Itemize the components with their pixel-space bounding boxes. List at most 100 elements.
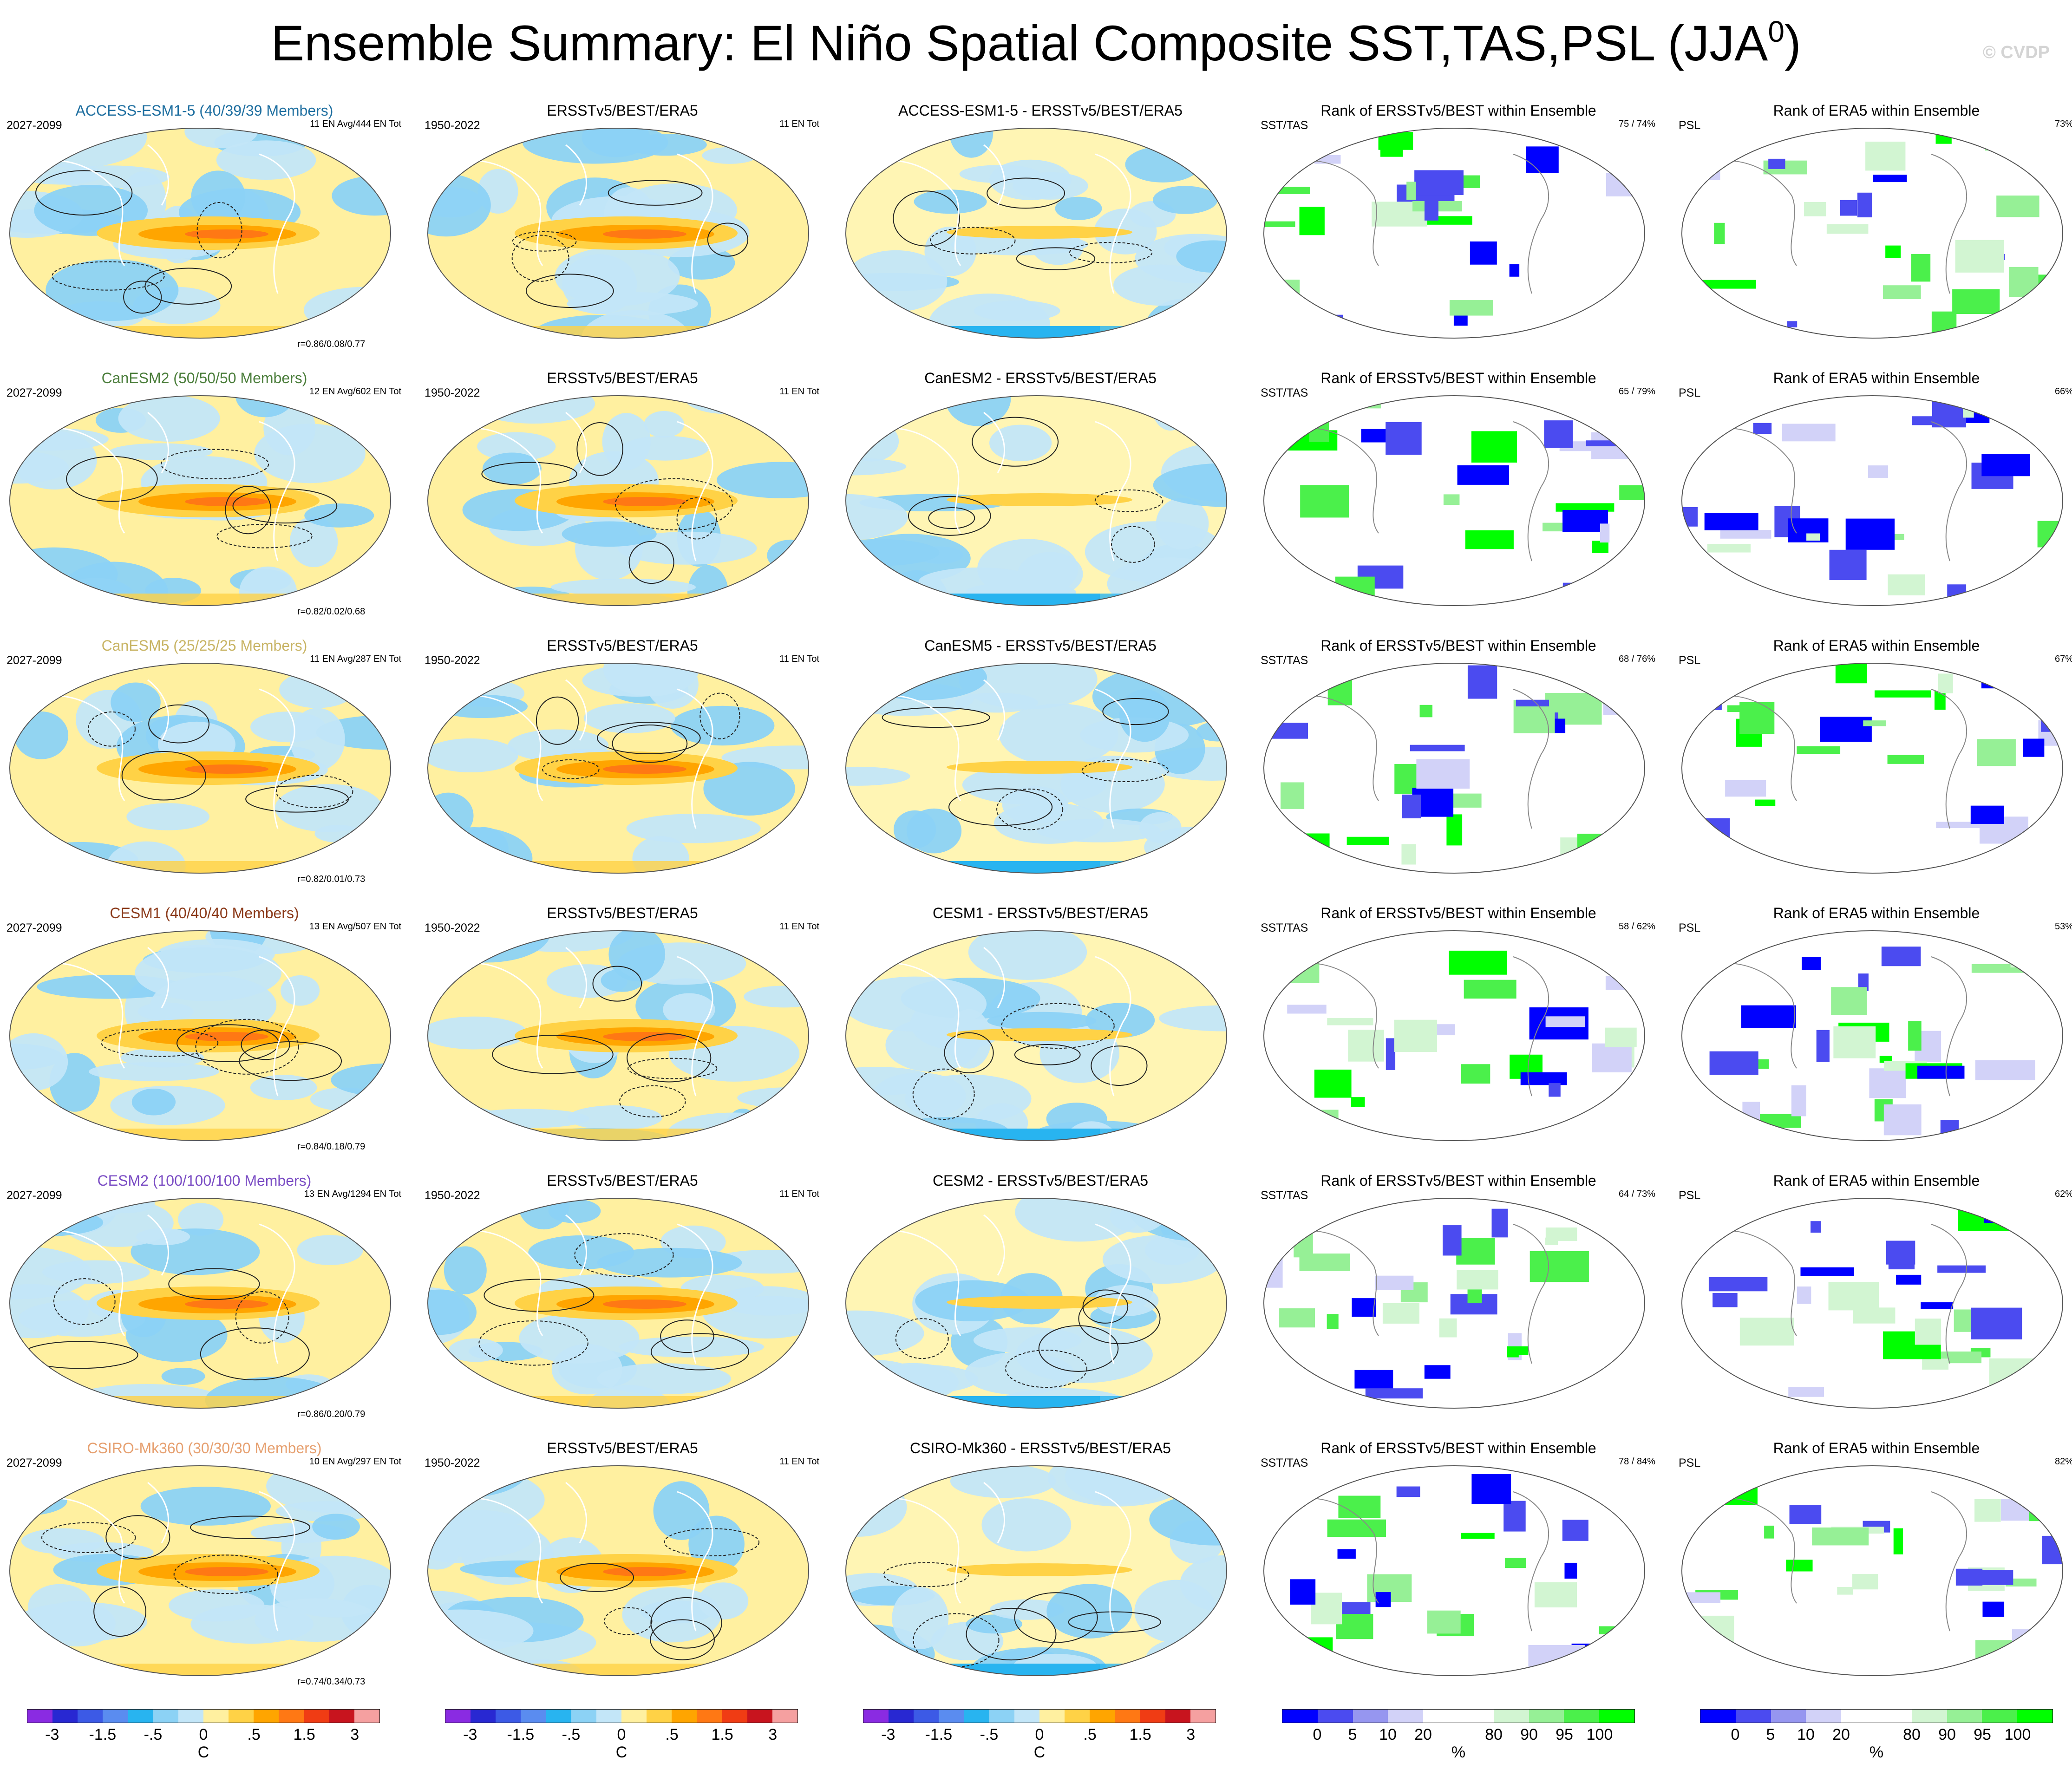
- title-text: Ensemble Summary: El Niño Spatial Compos…: [271, 15, 1768, 71]
- rank-psl-panel-left-label: PSL: [1679, 921, 1701, 934]
- obs-panel-right-label: 11 EN Tot: [779, 1189, 819, 1199]
- rank-psl-panel: Rank of ERA5 within Ensemble PSL 66%: [1672, 360, 2072, 628]
- obs-panel: ERSSTv5/BEST/ERA5 1950-2022 11 EN Tot: [418, 360, 827, 628]
- colorbar-swatch: [571, 1710, 596, 1723]
- rank-psl-panel-right-label: 73%: [2054, 119, 2072, 129]
- colorbar-unit: C: [197, 1743, 209, 1761]
- colorbar-swatch: [1090, 1710, 1115, 1723]
- colorbar-tick-label: 10: [1797, 1726, 1815, 1743]
- obs-panel: ERSSTv5/BEST/ERA5 1950-2022 11 EN Tot: [418, 93, 827, 360]
- rank-sst-map: [1263, 128, 1646, 339]
- colorbar-swatch: [697, 1710, 722, 1723]
- colorbar-swatch: [1140, 1710, 1165, 1723]
- colorbar-unit: C: [615, 1743, 627, 1761]
- obs-map: [427, 1198, 810, 1409]
- rank-sst-panel-title: Rank of ERSSTv5/BEST within Ensemble: [1320, 905, 1596, 921]
- rank-sst-panel-right-label: 68 / 76%: [1619, 654, 1655, 664]
- rank-psl-panel: Rank of ERA5 within Ensemble PSL 82%: [1672, 1430, 2072, 1698]
- colorbar-tick-label: .5: [665, 1726, 679, 1743]
- model-panel-title: CanESM2 (50/50/50 Members): [101, 370, 307, 386]
- colorbar-tick-label: 0: [1035, 1726, 1044, 1743]
- colorbar-swatch: [1282, 1710, 1318, 1723]
- model-panel: CESM1 (40/40/40 Members) 2027-2099 13 EN A…: [0, 895, 409, 1163]
- rank-psl-panel-right-label: 82%: [2054, 1456, 2072, 1467]
- colorbar-swatch: [229, 1710, 254, 1723]
- diff-panel: CESM2 - ERSSTv5/BEST/ERA5: [836, 1163, 1245, 1430]
- colorbar-swatch: [1841, 1710, 1876, 1723]
- colorbar-tick-label: 3: [1186, 1726, 1196, 1743]
- colorbar-tick-label: 20: [1414, 1726, 1432, 1743]
- obs-panel: ERSSTv5/BEST/ERA5 1950-2022 11 EN Tot: [418, 1163, 827, 1430]
- colorbar-tick-label: 95: [1556, 1726, 1573, 1743]
- obs-panel-title: ERSSTv5/BEST/ERA5: [547, 1440, 698, 1456]
- colorbar-ticks: -3 -1.5 -.5 0 .5 1.5 3: [445, 1723, 798, 1743]
- colorbar-swatch: [647, 1710, 672, 1723]
- pattern-correlation: r=0.74/0.34/0.73: [297, 1677, 366, 1687]
- model-panel-right-label: 12 EN Avg/602 EN Tot: [309, 386, 401, 397]
- colorbar-swatch: [914, 1710, 939, 1723]
- rank-psl-panel-title: Rank of ERA5 within Ensemble: [1773, 905, 1980, 921]
- colorbar-swatch: [103, 1710, 128, 1723]
- colorbar-tick-label: 10: [1379, 1726, 1397, 1743]
- temp-colorbar-3: -3 -1.5 -.5 0 .5 1.5 3 C: [863, 1709, 1216, 1774]
- colorbar-swatch: [1014, 1710, 1039, 1723]
- colorbar-swatch: [863, 1710, 889, 1723]
- rank-psl-panel-right-label: 62%: [2054, 1189, 2072, 1199]
- rank-psl-panel-right-label: 67%: [2054, 654, 2072, 664]
- figure-title: Ensemble Summary: El Niño Spatial Compos…: [0, 13, 2072, 73]
- rank-psl-panel: Rank of ERA5 within Ensemble PSL 53%: [1672, 895, 2072, 1163]
- obs-map: [427, 395, 810, 606]
- colorbar-swatch: [2017, 1710, 2052, 1723]
- colorbar-tick-label: 3: [768, 1726, 778, 1743]
- colorbar-tick-label: 3: [350, 1726, 359, 1743]
- colorbar-tick-label: 100: [2004, 1726, 2031, 1743]
- colorbar-tick-label: -.5: [980, 1726, 999, 1743]
- colorbar-tick-label: 20: [1832, 1726, 1850, 1743]
- diff-panel: ACCESS-ESM1-5 - ERSSTv5/BEST/ERA5: [836, 93, 1245, 360]
- model-map: [9, 1465, 392, 1676]
- colorbar-swatch: [1947, 1710, 1982, 1723]
- colorbar-swatch: [1388, 1710, 1424, 1723]
- row: CanESM2 (50/50/50 Members) 2027-2099 12 EN…: [0, 360, 2072, 628]
- colorbar-tick-label: -1.5: [507, 1726, 535, 1743]
- colorbar-swatch: [153, 1710, 178, 1723]
- diff-panel: CanESM5 - ERSSTv5/BEST/ERA5: [836, 628, 1245, 895]
- colorbar-swatch: [964, 1710, 989, 1723]
- obs-panel-left-label: 1950-2022: [425, 1189, 480, 1202]
- rank-sst-panel-title: Rank of ERSSTv5/BEST within Ensemble: [1320, 102, 1596, 119]
- model-panel: CanESM5 (25/25/25 Members) 2027-2099 11 EN…: [0, 628, 409, 895]
- colorbar-ticks: -3 -1.5 -.5 0 .5 1.5 3: [863, 1723, 1216, 1743]
- diff-panel-title: CESM2 - ERSSTv5/BEST/ERA5: [932, 1172, 1149, 1189]
- colorbar-boxes: [1282, 1709, 1635, 1723]
- colorbar-swatch: [747, 1710, 772, 1723]
- rank-sst-panel-title: Rank of ERSSTv5/BEST within Ensemble: [1320, 370, 1596, 386]
- diff-map: [845, 663, 1228, 874]
- colorbar-swatch: [596, 1710, 621, 1723]
- colorbar-tick-label: 0: [617, 1726, 626, 1743]
- diff-panel: CanESM2 - ERSSTv5/BEST/ERA5: [836, 360, 1245, 628]
- diff-panel-title: CanESM5 - ERSSTv5/BEST/ERA5: [924, 637, 1157, 654]
- colorbar-swatch: [1982, 1710, 2018, 1723]
- colorbar-tick-label: .5: [1083, 1726, 1097, 1743]
- model-panel: CanESM2 (50/50/50 Members) 2027-2099 12 EN…: [0, 360, 409, 628]
- colorbar-swatch: [1115, 1710, 1140, 1723]
- colorbar-swatch: [1353, 1710, 1388, 1723]
- rank-sst-panel-title: Rank of ERSSTv5/BEST within Ensemble: [1320, 637, 1596, 654]
- colorbar-swatch: [52, 1710, 78, 1723]
- obs-map: [427, 663, 810, 874]
- diff-panel-title: CESM1 - ERSSTv5/BEST/ERA5: [932, 905, 1149, 921]
- row: CSIRO-Mk360 (30/30/30 Members) 2027-2099 1…: [0, 1430, 2072, 1698]
- title-superscript: 0: [1768, 15, 1784, 48]
- rank-colorbar-2: 0 5 10 20 80 90 95 100%: [1700, 1709, 2053, 1774]
- pattern-correlation: r=0.82/0.01/0.73: [297, 874, 366, 884]
- colorbar-boxes: [27, 1709, 380, 1723]
- colorbar-swatch: [1423, 1710, 1458, 1723]
- colorbar-tick-label: 5: [1348, 1726, 1357, 1743]
- diff-map: [845, 1465, 1228, 1676]
- obs-map: [427, 128, 810, 339]
- rank-sst-map: [1263, 930, 1646, 1141]
- rank-sst-panel-right-label: 75 / 74%: [1619, 119, 1655, 129]
- model-panel-left-label: 2027-2099: [7, 921, 62, 934]
- colorbar-swatch: [621, 1710, 647, 1723]
- colorbar-tick-label: 0: [1313, 1726, 1322, 1743]
